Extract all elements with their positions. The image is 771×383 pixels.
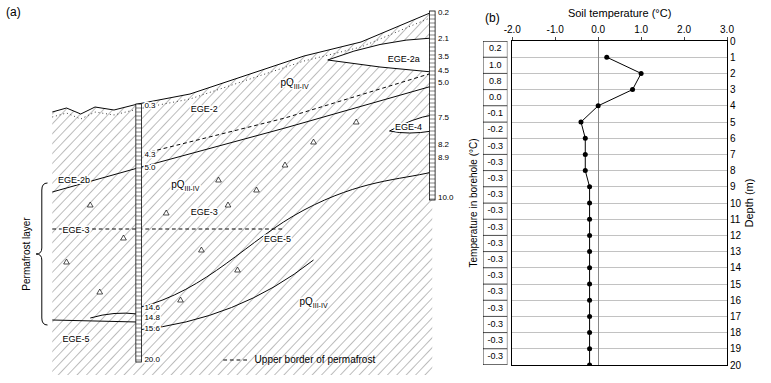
svg-text:-0.3: -0.3 bbox=[487, 222, 503, 232]
svg-text:9: 9 bbox=[730, 181, 736, 192]
svg-text:17: 17 bbox=[730, 311, 742, 322]
svg-text:7: 7 bbox=[730, 149, 736, 160]
svg-text:1.0: 1.0 bbox=[489, 60, 502, 70]
svg-text:EGE-4: EGE-4 bbox=[395, 122, 422, 132]
svg-text:Temperature in borehole (°C): Temperature in borehole (°C) bbox=[468, 138, 479, 267]
svg-text:0: 0 bbox=[730, 36, 736, 47]
svg-text:20: 20 bbox=[730, 360, 742, 371]
svg-text:0.0: 0.0 bbox=[489, 92, 502, 102]
svg-text:10.0: 10.0 bbox=[438, 193, 454, 202]
svg-text:5: 5 bbox=[730, 117, 736, 128]
svg-text:0.2: 0.2 bbox=[438, 8, 450, 17]
svg-text:EGE-3: EGE-3 bbox=[191, 207, 218, 217]
svg-text:19: 19 bbox=[730, 343, 742, 354]
svg-text:pQIII-IV: pQIII-IV bbox=[280, 77, 308, 90]
svg-text:2.0: 2.0 bbox=[677, 24, 691, 35]
svg-text:4.3: 4.3 bbox=[144, 150, 156, 159]
svg-text:15.6: 15.6 bbox=[144, 324, 160, 333]
svg-text:14: 14 bbox=[730, 262, 742, 273]
svg-text:-0.2: -0.2 bbox=[487, 124, 503, 134]
svg-text:0.0: 0.0 bbox=[591, 24, 605, 35]
svg-text:-0.1: -0.1 bbox=[487, 108, 503, 118]
svg-text:4: 4 bbox=[730, 100, 736, 111]
svg-text:-0.3: -0.3 bbox=[487, 141, 503, 151]
svg-text:1: 1 bbox=[730, 52, 736, 63]
svg-text:-0.3: -0.3 bbox=[487, 189, 503, 199]
svg-text:EGE-3: EGE-3 bbox=[62, 225, 89, 235]
svg-text:8: 8 bbox=[730, 165, 736, 176]
svg-text:14.8: 14.8 bbox=[144, 313, 160, 322]
svg-text:pQIII-IV: pQIII-IV bbox=[299, 296, 327, 309]
svg-text:2: 2 bbox=[730, 68, 736, 79]
svg-text:8.9: 8.9 bbox=[438, 153, 450, 162]
svg-text:3.0: 3.0 bbox=[720, 24, 734, 35]
svg-text:-0.3: -0.3 bbox=[487, 319, 503, 329]
svg-text:18: 18 bbox=[730, 327, 742, 338]
svg-text:Upper border of permafrost: Upper border of permafrost bbox=[255, 354, 376, 365]
svg-text:Depth (m): Depth (m) bbox=[743, 179, 755, 228]
svg-text:3.5: 3.5 bbox=[438, 52, 450, 61]
svg-text:2.1: 2.1 bbox=[438, 34, 450, 43]
svg-text:-0.3: -0.3 bbox=[487, 270, 503, 280]
svg-text:EGE-2: EGE-2 bbox=[191, 104, 218, 114]
svg-text:10: 10 bbox=[730, 198, 742, 209]
svg-text:-0.3: -0.3 bbox=[487, 335, 503, 345]
svg-text:15: 15 bbox=[730, 279, 742, 290]
svg-text:(a): (a) bbox=[6, 5, 21, 19]
svg-text:16: 16 bbox=[730, 295, 742, 306]
svg-text:1.0: 1.0 bbox=[634, 24, 648, 35]
svg-text:3: 3 bbox=[730, 84, 736, 95]
svg-text:6: 6 bbox=[730, 133, 736, 144]
svg-text:-0.3: -0.3 bbox=[487, 254, 503, 264]
svg-text:11: 11 bbox=[730, 214, 741, 225]
svg-text:-2.0: -2.0 bbox=[504, 24, 522, 35]
svg-text:5.0: 5.0 bbox=[438, 78, 450, 87]
svg-text:EGE-2a: EGE-2a bbox=[388, 54, 420, 64]
svg-text:(b): (b) bbox=[485, 11, 500, 25]
svg-text:-0.3: -0.3 bbox=[487, 173, 503, 183]
svg-text:-0.3: -0.3 bbox=[487, 286, 503, 296]
svg-text:pQIII-IV: pQIII-IV bbox=[171, 179, 199, 192]
svg-text:EGE-2b: EGE-2b bbox=[58, 175, 90, 185]
svg-text:0.8: 0.8 bbox=[489, 76, 502, 86]
svg-text:-1.0: -1.0 bbox=[547, 24, 565, 35]
svg-text:Permafrost layer: Permafrost layer bbox=[21, 217, 32, 291]
svg-text:4.5: 4.5 bbox=[438, 66, 450, 75]
svg-text:-0.3: -0.3 bbox=[487, 238, 503, 248]
svg-text:7.5: 7.5 bbox=[438, 113, 450, 122]
svg-text:-0.3: -0.3 bbox=[487, 157, 503, 167]
svg-text:20.0: 20.0 bbox=[144, 355, 160, 364]
svg-text:-0.3: -0.3 bbox=[487, 303, 503, 313]
svg-text:8.2: 8.2 bbox=[438, 140, 450, 149]
svg-text:13: 13 bbox=[730, 246, 742, 257]
svg-text:5.0: 5.0 bbox=[144, 163, 156, 172]
svg-text:0.3: 0.3 bbox=[144, 101, 156, 110]
svg-text:EGE-5: EGE-5 bbox=[62, 334, 89, 344]
svg-text:Soil temperature (°C): Soil temperature (°C) bbox=[568, 7, 671, 19]
svg-text:14.6: 14.6 bbox=[144, 303, 160, 312]
svg-text:0.2: 0.2 bbox=[489, 43, 502, 53]
svg-text:-0.3: -0.3 bbox=[487, 351, 503, 361]
svg-text:EGE-5: EGE-5 bbox=[264, 234, 291, 244]
svg-text:12: 12 bbox=[730, 230, 742, 241]
svg-text:-0.3: -0.3 bbox=[487, 205, 503, 215]
